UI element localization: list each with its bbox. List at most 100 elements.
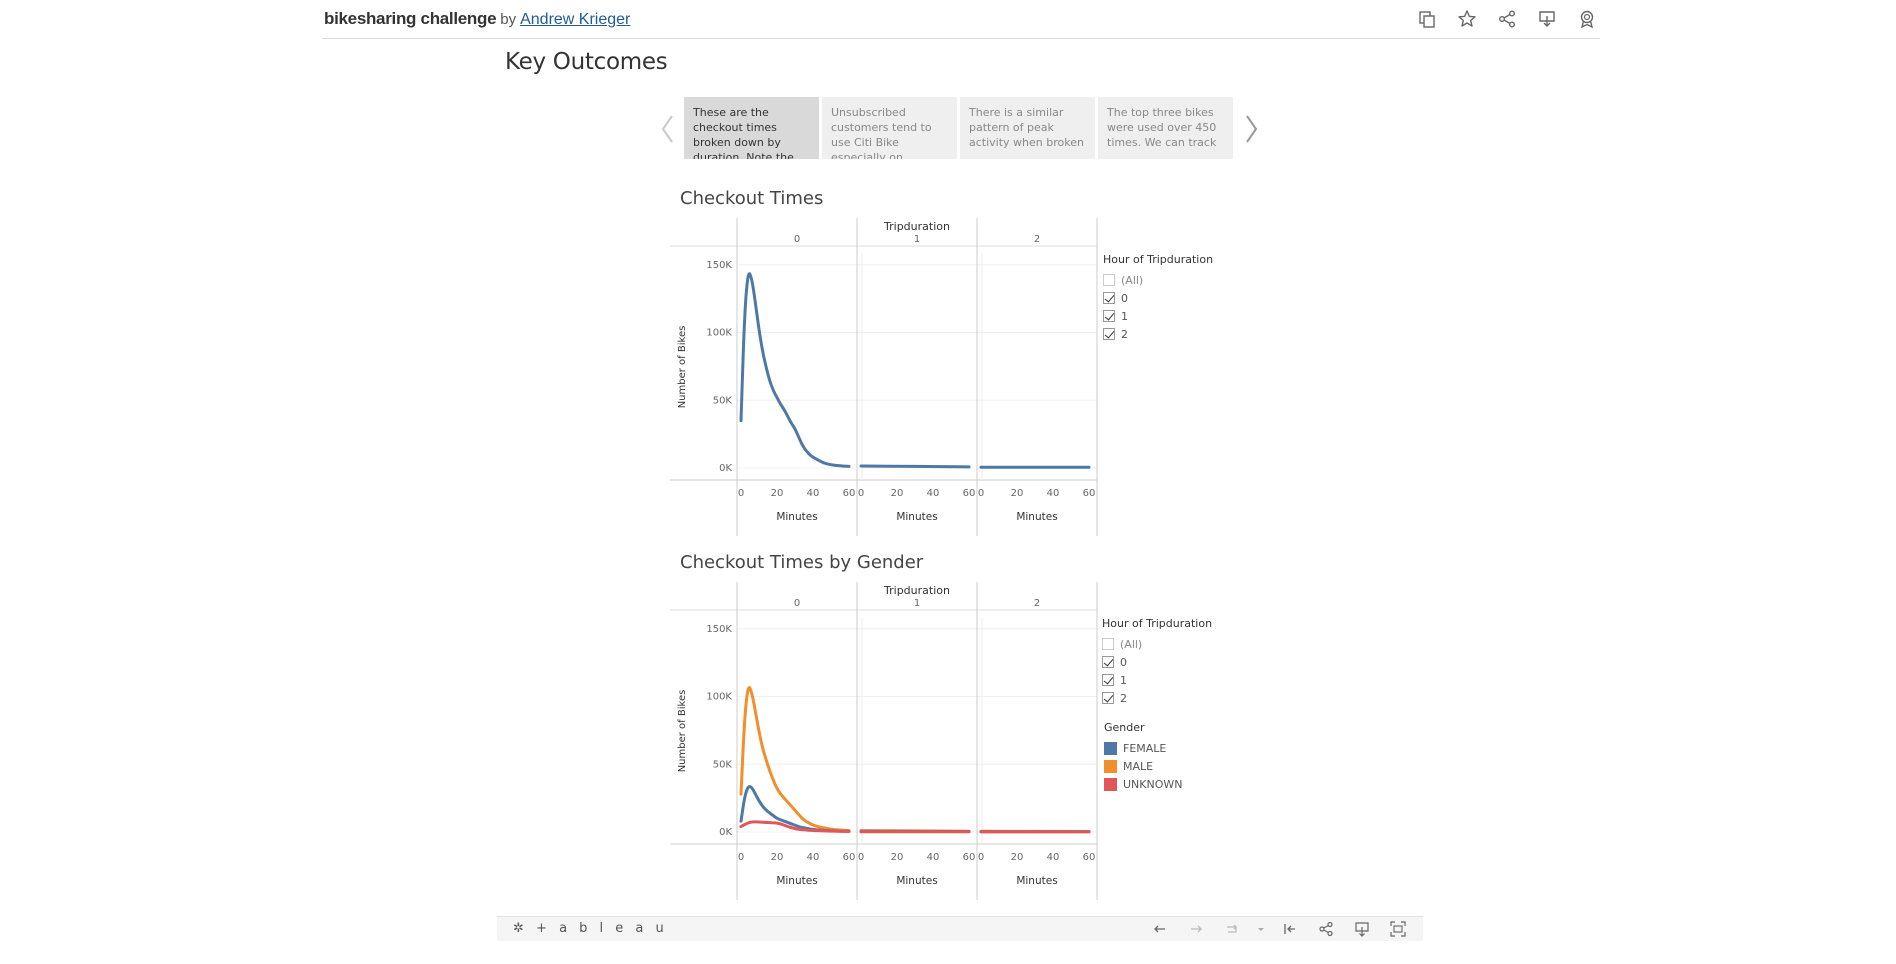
gender-legend-title: Gender [1104,721,1145,734]
x-axis-label: Minutes [896,511,937,523]
legend-item-1[interactable]: 1 [1102,671,1212,689]
panel-header: 0 [794,598,800,609]
series-line-male [739,686,851,833]
x-tick-label: 40 [927,852,940,863]
fullscreen-icon[interactable] [1387,919,1409,939]
column-header: Tripduration [883,584,950,597]
legend-item-1[interactable]: 1 [1103,307,1213,325]
legend-item-female[interactable]: FEMALE [1104,739,1183,757]
series-line-unknown [739,820,851,833]
legend-item-all[interactable]: (All) [1102,635,1212,653]
x-tick-label: 0 [858,488,864,499]
legend-item-2[interactable]: 2 [1103,325,1213,343]
x-tick-label: 0 [978,852,984,863]
next-arrow-icon[interactable] [1241,112,1261,146]
legend-item-0[interactable]: 0 [1102,653,1212,671]
x-axis-label: Minutes [776,875,817,887]
x-tick-label: 40 [807,852,820,863]
story-point-3[interactable]: There is a similar pattern of peak activ… [960,97,1095,159]
y-tick-label: 150K [706,260,732,271]
checkbox-icon[interactable] [1103,274,1115,286]
workbook-name: bikesharing challenge [324,9,497,28]
x-axis-label: Minutes [896,875,937,887]
x-tick-label: 60 [843,488,856,499]
checkbox-icon[interactable] [1102,656,1114,668]
y-axis-label: Number of Bikes [677,326,688,409]
chart1-title: Checkout Times [680,188,824,209]
download-icon[interactable] [1534,6,1560,32]
star-icon[interactable] [1454,6,1480,32]
checkbox-icon[interactable] [1102,692,1114,704]
dropdown-icon[interactable] [1257,919,1265,939]
checkout-times-chart[interactable]: Tripduration Number of Bikes 0K 50K 100K 150K… [670,218,1100,536]
tableau-wordmark: + a b l e a u [536,921,668,936]
story-point-2[interactable]: Unsubscribed customers tend to use Citi … [822,97,957,159]
checkbox-icon[interactable] [1103,310,1115,322]
download-icon[interactable] [1351,919,1373,939]
story-title: Key Outcomes [505,49,668,75]
y-tick-label: 0K [719,463,732,474]
story-point-4[interactable]: The top three bikes were used over 450 t… [1098,97,1233,159]
by-label: by [500,11,517,28]
x-tick-label: 0 [738,852,744,863]
x-tick-label: 60 [963,852,976,863]
revert-icon[interactable] [1221,919,1243,939]
x-tick-label: 0 [858,852,864,863]
bottom-icons [1149,919,1409,939]
reset-icon[interactable] [1279,919,1301,939]
bottom-toolbar: ✲ + a b l e a u [497,916,1423,941]
male-swatch [1104,759,1117,773]
x-tick-label: 20 [1011,852,1024,863]
y-tick-label: 50K [713,759,733,770]
x-axis-label: Minutes [1016,511,1057,523]
copy-icon[interactable] [1414,6,1440,32]
badge-icon[interactable] [1574,6,1600,32]
legend-item-male[interactable]: MALE [1104,757,1183,775]
unknown-swatch [1104,777,1117,791]
x-tick-label: 40 [927,488,940,499]
legend-item-0[interactable]: 0 [1103,289,1213,307]
x-tick-label: 20 [1011,488,1024,499]
legend-item-all[interactable]: (All) [1103,271,1213,289]
chart2-legend: Hour of Tripduration (All) 0 1 2 [1102,617,1212,713]
workbook-title: bikesharing challenge by Andrew Krieger [324,9,630,29]
checkout-times-by-gender-chart[interactable]: Tripduration Number of Bikes 0K 50K 100K 150K… [670,582,1100,900]
legend-item-unknown[interactable]: UNKNOWN [1104,775,1183,793]
x-axis-label: Minutes [776,511,817,523]
chart1-legend: Hour of Tripduration (All) 0 1 2 [1103,253,1213,349]
tableau-logo[interactable]: ✲ + a b l e a u [513,921,668,936]
story-point-1[interactable]: These are the checkout times broken down… [684,97,819,159]
checkbox-icon[interactable] [1103,328,1115,340]
x-tick-label: 20 [891,488,904,499]
undo-icon[interactable] [1149,919,1171,939]
chart2-title: Checkout Times by Gender [680,552,924,573]
x-tick-label: 60 [963,488,976,499]
x-tick-label: 60 [1083,852,1096,863]
panel-header: 0 [794,234,800,245]
checkbox-icon[interactable] [1102,638,1114,650]
share-icon[interactable] [1494,6,1520,32]
redo-icon[interactable] [1185,919,1207,939]
x-tick-label: 20 [771,852,784,863]
x-tick-label: 0 [738,488,744,499]
gender-legend: Gender FEMALE MALE UNKNOWN [1104,721,1183,793]
x-tick-label: 60 [1083,488,1096,499]
checkbox-icon[interactable] [1103,292,1115,304]
prev-arrow-icon[interactable] [658,112,678,146]
legend-item-2[interactable]: 2 [1102,689,1212,707]
panel-header: 2 [1034,598,1040,609]
share-icon[interactable] [1315,919,1337,939]
x-tick-label: 40 [807,488,820,499]
series-line-bikes [739,272,851,468]
author-link[interactable]: Andrew Krieger [520,11,631,28]
checkbox-icon[interactable] [1102,674,1114,686]
tableau-logo-icon: ✲ [513,921,528,936]
y-tick-label: 100K [706,328,732,339]
female-swatch [1104,741,1117,755]
legend-title: Hour of Tripduration [1103,253,1214,266]
x-tick-label: 0 [978,488,984,499]
panel-header: 1 [914,234,920,245]
x-tick-label: 40 [1047,852,1060,863]
y-tick-label: 150K [706,624,732,635]
x-tick-label: 20 [771,488,784,499]
